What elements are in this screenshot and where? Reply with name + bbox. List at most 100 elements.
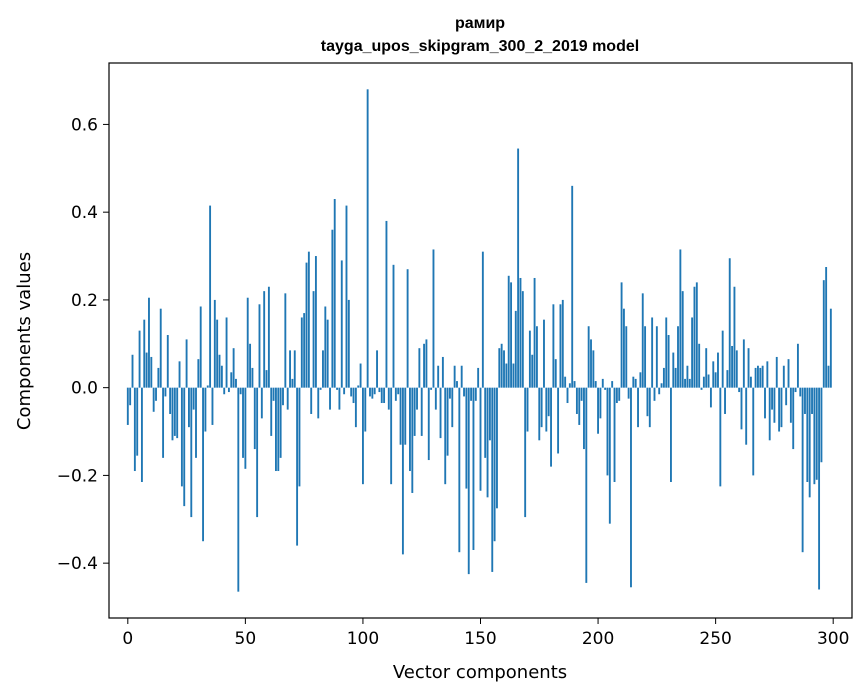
y-axis-label: Components values [14,252,35,430]
bar [660,383,663,388]
bar [232,348,235,388]
bar [822,280,825,388]
bar [390,387,393,485]
bar [178,361,181,388]
bar [162,387,165,458]
chart-title: рамир [455,15,505,32]
bar [761,365,764,388]
bar [780,387,783,428]
bar [785,387,788,406]
bar [639,372,642,388]
bar [322,350,324,388]
bar [815,387,818,480]
bar [300,317,303,388]
bar [592,350,595,388]
bar [557,387,560,454]
bar [155,387,157,401]
bar [258,304,261,388]
bar [166,335,169,388]
bar [350,387,353,397]
x-tick-label: 0 [122,629,133,649]
bar [775,356,778,388]
bar [721,330,724,388]
bar [733,286,736,388]
bar [813,387,816,485]
bar [493,387,496,542]
bar [284,293,287,388]
bar [789,387,792,423]
bar [246,297,249,388]
x-tick-label: 200 [582,629,614,649]
bar [677,326,679,388]
bar [778,387,781,432]
bar [620,282,623,388]
bar [291,378,294,388]
bar [336,387,339,390]
bar [531,354,534,388]
bar [157,367,160,388]
bar [472,387,475,550]
bar [437,365,440,388]
bar [463,387,465,397]
bar [528,330,531,388]
bar [738,387,741,393]
bar [535,326,538,388]
bar [681,291,684,388]
bar [409,387,411,472]
bar [150,356,153,388]
bar [432,249,435,388]
bar [307,251,310,388]
bar [126,387,129,425]
bar [456,381,458,388]
bar [453,365,456,388]
bar [578,387,581,425]
x-tick-label: 300 [817,629,849,649]
x-tick-label: 50 [235,629,257,649]
bar [387,387,390,410]
bar [357,385,360,388]
bar [707,374,710,388]
bar [808,387,811,498]
bar [705,348,708,388]
bar [354,387,357,428]
bar [742,339,745,388]
bar [394,387,397,401]
bar [359,363,362,388]
bar [399,387,402,445]
bar [792,387,795,450]
bar [575,387,578,414]
bar [169,387,172,414]
bar [749,376,752,388]
bar [773,387,776,423]
bar [235,378,237,388]
bar [622,308,625,388]
bar [369,387,371,397]
bar [239,387,242,395]
bar [510,282,513,388]
bar [317,387,320,419]
bar [519,277,522,388]
bar [275,387,277,472]
bar [665,317,668,388]
x-tick-label: 250 [699,629,731,649]
bar [503,350,505,388]
bar [352,387,355,404]
bar [242,387,244,458]
bar [719,387,722,487]
bar [599,387,602,419]
bar [129,387,132,406]
bar [496,387,498,509]
bar [679,249,682,388]
bar [601,378,604,388]
bar [376,350,378,388]
y-tick-label: −0.2 [57,466,98,486]
bar [728,258,731,388]
bar [244,387,247,469]
bar [481,251,484,388]
bar [829,308,832,388]
bar [206,385,209,388]
bar [597,387,599,434]
bar [293,350,296,388]
bar [634,378,637,388]
bar [279,387,282,458]
